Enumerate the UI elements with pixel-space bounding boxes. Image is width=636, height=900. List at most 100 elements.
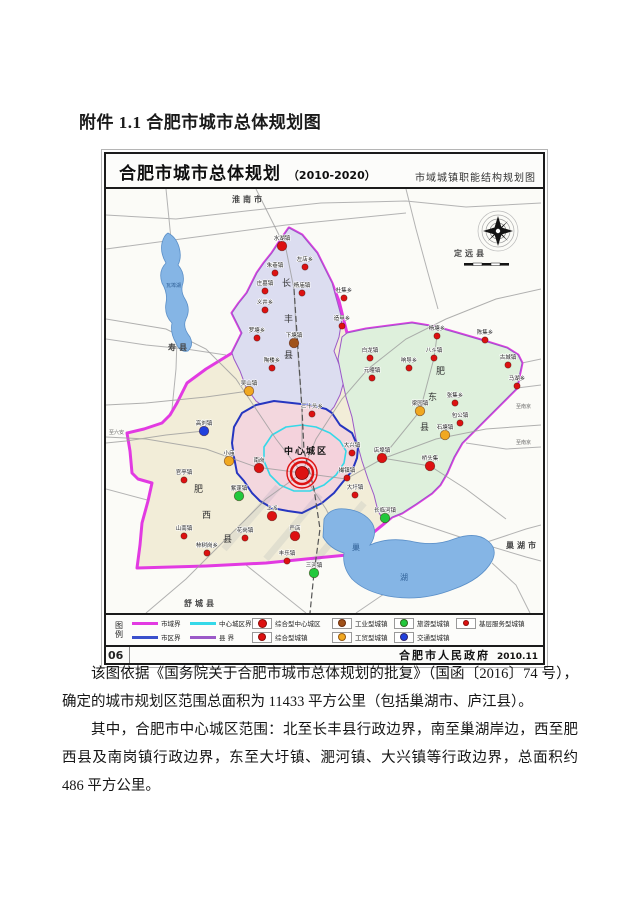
map-label: 巢湖市: [505, 540, 539, 550]
map-frame: 合肥市城市总体规划 （2010-2020） 市域城镇职能结构规划图: [104, 152, 545, 665]
town-dot-comprehensive: [276, 240, 288, 252]
town-label: 上派: [266, 504, 278, 512]
town-dot-comprehensive: [481, 336, 489, 344]
town-label: 柿树岗乡: [196, 541, 218, 549]
legend-dot-swatch: [332, 631, 352, 643]
town-dot-comprehensive: [513, 382, 521, 390]
legend-item: 中心城区界: [190, 618, 252, 628]
legend-label: 基层服务型城镇: [479, 620, 525, 628]
map-label: 巢: [352, 542, 360, 552]
legend-line-swatch: [190, 635, 216, 639]
inner-roads: [106, 189, 541, 613]
legend-label: 市域界: [161, 620, 181, 628]
town-label: 石塘镇: [437, 423, 454, 431]
town-label: 严店: [289, 524, 301, 532]
legend-dot-swatch: [252, 631, 272, 643]
legend-item: 工业型城镇: [332, 617, 394, 629]
legend-dot-swatch: [394, 617, 414, 629]
map-label: 东: [428, 391, 437, 403]
town-dot-comprehensive: [451, 399, 459, 407]
legend-row: 市区界 县 界 综合型城镇 工贸型城镇 交通型城镇: [132, 631, 543, 643]
town-dot-tourism: [379, 512, 391, 524]
town-label: 水湖镇: [274, 234, 291, 242]
town-label: 罗塘乡: [249, 326, 266, 334]
town-label: 杨庙镇: [294, 281, 311, 289]
town-dot-trade: [243, 385, 255, 397]
legend-label: 市区界: [161, 634, 181, 642]
town-dot-comprehensive: [504, 361, 512, 369]
town-dot-comprehensive: [405, 364, 413, 372]
town-label: 杨塘乡: [429, 324, 446, 332]
legend-dot: [400, 619, 408, 627]
town-dot-trade: [414, 405, 426, 417]
map-label: 寿县: [168, 342, 190, 352]
town-label: 紫蓬镇: [231, 484, 248, 492]
legend-item: 综合型中心城区: [252, 617, 332, 629]
legend-label: 综合型城镇: [275, 634, 308, 642]
map-title: 合肥市城市总体规划 （2010-2020）: [119, 159, 376, 184]
town-label: 陶楼乡: [264, 356, 281, 364]
legend-label: 工业型城镇: [355, 620, 388, 628]
town-dot-tourism: [308, 567, 320, 579]
map-label: 县: [284, 350, 293, 361]
town-dot-comprehensive: [456, 419, 464, 427]
map-title-text: 合肥市城市总体规划: [119, 164, 281, 184]
chaohu-lake: [322, 508, 495, 599]
town-label: 丰乐镇: [279, 549, 296, 557]
town-label: 长临河镇: [374, 506, 397, 514]
town-dot-comprehensive: [241, 534, 249, 542]
town-label: 白龙镇: [362, 346, 379, 354]
legend-dot: [258, 633, 266, 641]
government-name: 合肥市人民政府: [399, 649, 490, 662]
town-label: 包公镇: [452, 411, 469, 419]
legend-dot: [338, 619, 346, 627]
map-label: 肥: [436, 366, 445, 377]
map-label: 淮南市: [232, 194, 265, 204]
map-subtitle: 市域城镇职能结构规划图: [415, 173, 536, 184]
map-label: 舒城县: [183, 598, 217, 608]
town-dot-comprehensive: [366, 354, 374, 362]
town-label: 陈集乡: [477, 328, 494, 336]
town-dot-comprehensive: [301, 263, 309, 271]
map-figure: 合肥市城市总体规划 （2010-2020） 市域城镇职能结构规划图: [101, 149, 548, 668]
map-date: 2010.11: [497, 652, 538, 662]
legend-dot-swatch: [252, 617, 272, 629]
legend-item: 旅游型城镇: [394, 617, 456, 629]
town-label: 山南镇: [176, 524, 193, 532]
map-label: 至六安: [109, 429, 124, 436]
legend-dot-swatch: [332, 617, 352, 629]
map-label: 丰: [284, 313, 293, 325]
town-dot-comprehensive: [343, 474, 351, 482]
town-dot-comprehensive: [261, 287, 269, 295]
town-label: 梁园镇: [412, 399, 429, 407]
legend-label: 县 界: [219, 634, 235, 642]
town-label: 杜集乡: [336, 286, 353, 294]
town-dot-comprehensive: [340, 294, 348, 302]
town-label: 八斗镇: [426, 346, 443, 354]
town-label: 官亭镇: [176, 468, 193, 476]
legend-dot: [338, 633, 346, 641]
town-label: 元疃镇: [364, 366, 381, 374]
town-label: 左店乡: [297, 255, 314, 263]
legend-rows: 市域界 中心城区界 综合型中心城区 工业型城镇 旅游型城镇 基层服务型城镇市区界 县 界 综合…: [132, 617, 543, 643]
map-label: 西: [202, 510, 211, 521]
paragraph-1: 该图依据《国务院关于合肥市城市总体规划的批复》（国函〔2016〕74 号），确定…: [62, 666, 578, 710]
legend-label: 中心城区界: [219, 620, 252, 628]
town-dot-comprehensive: [266, 510, 278, 522]
legend-dot: [400, 633, 408, 641]
town-dot-trade: [223, 455, 235, 467]
map-label: 定远县: [453, 248, 487, 258]
legend-label: 综合型中心城区: [275, 620, 321, 628]
town-label: 大圩镇: [347, 483, 364, 491]
town-label: 朱巷镇: [267, 261, 284, 269]
town-label: 南岗: [253, 456, 264, 464]
town-dot-comprehensive: [376, 452, 388, 464]
town-dot-comprehensive: [289, 530, 301, 542]
town-label: 马湖乡: [509, 374, 526, 382]
town-dot-comprehensive: [203, 549, 211, 557]
town-label: 三十头乡: [301, 402, 323, 410]
town-dot-comprehensive: [180, 476, 188, 484]
